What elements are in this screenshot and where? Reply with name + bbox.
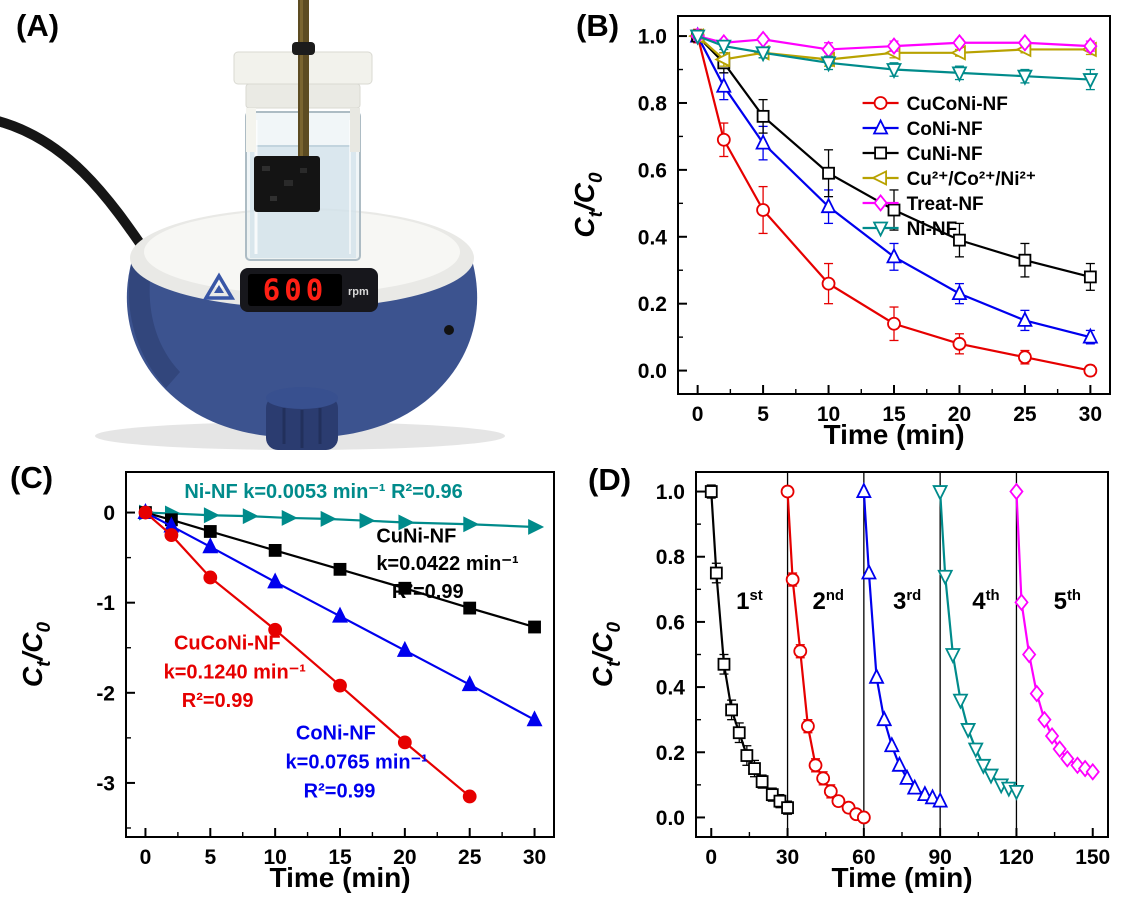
svg-text:5: 5 [757, 403, 769, 426]
svg-text:0: 0 [692, 403, 704, 426]
svg-text:0.8: 0.8 [656, 546, 686, 569]
svg-text:0.2: 0.2 [638, 293, 667, 316]
svg-text:0: 0 [103, 502, 115, 525]
power-switch [444, 325, 454, 335]
svg-text:0.6: 0.6 [638, 159, 667, 182]
svg-text:5: 5 [204, 846, 216, 869]
axes: 0 5 10 15 20 25 30 0.0 0.2 0.4 0.6 0.8 1.0 Time (min)… [569, 15, 1111, 450]
series-1st-cycle [704, 484, 794, 815]
svg-text:-1: -1 [96, 592, 115, 615]
svg-text:30: 30 [523, 846, 546, 869]
svg-text:0: 0 [140, 846, 152, 869]
panel-label-c: (C) [10, 460, 54, 495]
annotation: k=0.0422 min⁻¹ [376, 553, 519, 575]
svg-text:CoNi-NF: CoNi-NF [907, 119, 983, 140]
svg-text:30: 30 [1079, 403, 1102, 426]
svg-text:25: 25 [1013, 403, 1037, 426]
series-3rd-cycle [855, 482, 949, 808]
svg-text:Ct/C0: Ct/C0 [587, 622, 625, 688]
panel-label-b: (B) [576, 8, 620, 43]
svg-text:20: 20 [948, 403, 971, 426]
svg-text:10: 10 [263, 846, 286, 869]
svg-text:-2: -2 [96, 682, 115, 705]
panel-label-d: (D) [588, 462, 632, 497]
annotation: 1st [736, 588, 763, 615]
svg-text:0.4: 0.4 [638, 226, 668, 249]
svg-text:0: 0 [705, 846, 717, 869]
svg-text:120: 120 [999, 846, 1034, 869]
annotation: CuCoNi-NF [174, 633, 281, 655]
svg-text:150: 150 [1075, 846, 1110, 869]
panel-label-a: (A) [16, 8, 60, 43]
series-ni-nf [689, 29, 1099, 91]
rpm-value: 600 [263, 273, 327, 307]
rod-clamp [292, 42, 315, 55]
series-treat-nf [690, 27, 1098, 59]
svg-text:15: 15 [882, 403, 906, 426]
series-cuconi-nf [138, 505, 477, 804]
svg-text:0.0: 0.0 [656, 807, 685, 830]
experimental-setup-photo: 600 rpm [0, 0, 505, 450]
svg-text:25: 25 [458, 846, 482, 869]
axes: 0 30 60 90 120 150 0.0 0.2 0.4 0.6 0.8 1.0 Time (min… [587, 471, 1110, 893]
svg-text:60: 60 [852, 846, 875, 869]
svg-text:Time (min): Time (min) [269, 862, 410, 893]
svg-text:Cu²⁺/Co²⁺/Ni²⁺: Cu²⁺/Co²⁺/Ni²⁺ [907, 169, 1036, 190]
svg-text:Ni-NF: Ni-NF [907, 219, 958, 240]
stirrer-knob [266, 387, 338, 450]
svg-text:0.2: 0.2 [656, 742, 685, 765]
legend: CuCoNi-NF CoNi-NF CuNi-NF Cu²⁺/Co²⁺/Ni²⁺ Tre… [862, 94, 1036, 240]
svg-text:15: 15 [328, 846, 352, 869]
svg-text:Treat-NF: Treat-NF [907, 194, 984, 215]
annotation: Ni-NF k=0.0053 min⁻¹ R²=0.96 [184, 481, 462, 503]
svg-text:30: 30 [776, 846, 799, 869]
axes: 0 5 10 15 20 25 30 0 -1 -2 -3 Time (min) Ct/C0 [17, 471, 555, 893]
svg-text:0.6: 0.6 [656, 611, 685, 634]
svg-text:1.0: 1.0 [656, 481, 685, 504]
annotation: k=0.0765 min⁻¹ [286, 752, 429, 774]
foam-sample [254, 156, 320, 212]
svg-text:CuCoNi-NF: CuCoNi-NF [907, 94, 1008, 115]
annotation: 3rd [893, 588, 921, 615]
svg-text:20: 20 [393, 846, 416, 869]
annotation: 5th [1054, 588, 1081, 615]
chart-degradation-curves: 0 5 10 15 20 25 30 0.0 0.2 0.4 0.6 0.8 1.0 Time (min)… [569, 15, 1111, 450]
chart-reusability: 0 30 60 90 120 150 0.0 0.2 0.4 0.6 0.8 1.0 Time (min… [587, 471, 1110, 893]
series-2nd-cycle [780, 484, 871, 825]
stirrer-base [126, 260, 478, 438]
svg-text:0.4: 0.4 [656, 677, 686, 700]
series-4th-cycle [932, 485, 1025, 801]
annotation: R²=0.99 [392, 581, 464, 603]
svg-text:1.0: 1.0 [638, 26, 667, 49]
svg-text:Time (min): Time (min) [823, 419, 964, 450]
annotation: k=0.1240 min⁻¹ [164, 661, 307, 683]
svg-text:Ct/C0: Ct/C0 [17, 622, 55, 688]
series-cuconi-nf [690, 28, 1098, 378]
svg-text:90: 90 [928, 846, 951, 869]
svg-text:0.8: 0.8 [638, 92, 668, 115]
chart-kinetics: 0 5 10 15 20 25 30 0 -1 -2 -3 Time (min) Ct/C0 Ni-NF … [17, 471, 555, 893]
svg-text:Time (min): Time (min) [831, 862, 972, 893]
annotation: 4th [972, 588, 999, 615]
annotation: R²=0.99 [304, 780, 376, 802]
annotation: CoNi-NF [296, 723, 376, 745]
series-cuni-nf [691, 29, 1097, 291]
svg-text:-3: -3 [96, 772, 115, 795]
annotation: CuNi-NF [376, 525, 456, 547]
svg-text:10: 10 [817, 403, 840, 426]
brand-logo-icon [202, 272, 236, 300]
stir-rod [292, 0, 315, 168]
svg-text:0.0: 0.0 [638, 360, 667, 383]
rpm-unit-label: rpm [348, 286, 369, 298]
annotation: 2nd [812, 588, 844, 615]
annotation: R²=0.99 [182, 690, 254, 712]
svg-text:Ct/C0: Ct/C0 [569, 172, 607, 238]
svg-text:CuNi-NF: CuNi-NF [907, 144, 983, 165]
rpm-display: 600 rpm [240, 268, 378, 312]
series-5th-cycle [1009, 482, 1100, 781]
